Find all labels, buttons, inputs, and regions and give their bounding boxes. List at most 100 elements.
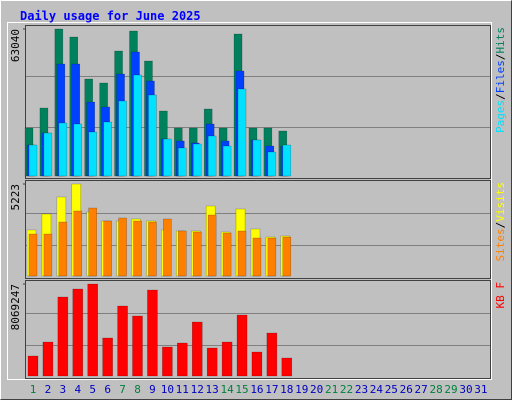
legend-entry: Sites <box>494 228 507 261</box>
bar <box>148 94 157 177</box>
x-tick-label: 4 <box>74 383 81 396</box>
bar <box>28 144 38 177</box>
bar <box>162 346 173 377</box>
legend: KB F <box>494 282 507 309</box>
bar <box>191 321 203 377</box>
legend-entry: Pages <box>494 100 507 133</box>
inner-frame <box>7 22 492 380</box>
bar <box>163 218 172 277</box>
bar <box>73 210 83 277</box>
bar <box>27 355 39 377</box>
bar <box>207 214 217 277</box>
x-tick-label: 19 <box>295 383 308 396</box>
bar <box>251 351 263 377</box>
bar <box>222 232 232 277</box>
bar <box>282 144 292 177</box>
bar <box>43 132 53 177</box>
bar <box>281 357 293 377</box>
legend: Pages/Files/Hits <box>494 27 507 133</box>
x-tick-label: 13 <box>206 383 219 396</box>
x-tick-label: 17 <box>265 383 278 396</box>
x-tick-label: 7 <box>119 383 126 396</box>
bar <box>43 233 53 277</box>
x-tick-label: 31 <box>474 383 487 396</box>
x-tick-label: 2 <box>45 383 52 396</box>
bar <box>73 123 83 177</box>
bar <box>207 135 217 177</box>
x-tick-label: 1 <box>30 383 37 396</box>
legend-entry: Files <box>494 60 507 93</box>
x-tick-label: 16 <box>250 383 263 396</box>
bar <box>237 88 247 177</box>
x-tick-label: 28 <box>429 383 442 396</box>
x-tick-label: 14 <box>220 383 234 396</box>
x-tick-label: 15 <box>235 383 248 396</box>
x-tick-label: 18 <box>280 383 293 396</box>
bar <box>103 220 112 277</box>
bar <box>42 341 54 377</box>
bar <box>178 230 187 277</box>
x-tick-label: 10 <box>161 383 174 396</box>
legend-entry: Visits <box>494 182 507 222</box>
bar <box>252 237 262 277</box>
x-tick-label: 11 <box>176 383 189 396</box>
bar <box>133 220 142 277</box>
bar <box>88 207 97 277</box>
bar <box>58 122 68 177</box>
x-tick-label: 27 <box>415 383 428 396</box>
bar <box>236 314 248 377</box>
x-tick-label: 20 <box>310 383 323 396</box>
bar <box>102 337 113 377</box>
bar <box>87 283 98 377</box>
plot: 1 2 3 4 5 6 7 8 9 10 11 12 13 14 15 16 17 18 19 20 21 22 23 24 2… <box>9 25 507 396</box>
x-tick-label: 12 <box>191 383 204 396</box>
bar <box>192 231 202 277</box>
y-tick-label: 8069247 <box>9 284 22 330</box>
bar <box>72 288 84 377</box>
y-tick-label: 63040 <box>9 29 22 62</box>
x-tick-label: 29 <box>444 383 457 396</box>
bar <box>88 131 97 177</box>
x-tick-label: 22 <box>340 383 353 396</box>
title: Daily usage for June 2025 <box>20 9 201 23</box>
bar <box>206 347 218 377</box>
legend-separator: / <box>494 54 507 61</box>
bar <box>282 236 292 277</box>
bar <box>237 230 247 277</box>
bar <box>267 151 277 177</box>
bar <box>118 100 127 177</box>
legend: Sites/Visits <box>494 182 507 262</box>
bar <box>163 138 172 177</box>
bar <box>133 74 142 177</box>
bar <box>58 221 68 277</box>
bar <box>266 332 278 377</box>
x-tick-label: 24 <box>370 383 384 396</box>
x-tick-label: 6 <box>104 383 111 396</box>
bar <box>221 341 233 377</box>
bar <box>192 143 202 177</box>
bar <box>252 139 262 177</box>
bar <box>103 121 112 177</box>
legend-entry: Hits <box>494 27 507 54</box>
legend-separator: / <box>494 222 507 229</box>
bar <box>148 221 157 277</box>
x-tick-label: 8 <box>134 383 141 396</box>
x-tick-label: 21 <box>325 383 338 396</box>
x-tick-label: 26 <box>400 383 413 396</box>
x-tick-label: 23 <box>355 383 368 396</box>
bar <box>267 237 277 277</box>
bar <box>147 289 158 377</box>
y-tick-label: 5223 <box>9 184 22 211</box>
x-tick-label: 25 <box>385 383 398 396</box>
bar <box>118 217 127 277</box>
x-tick-label: 9 <box>149 383 156 396</box>
x-tick-label: 30 <box>459 383 472 396</box>
bar <box>117 305 128 377</box>
bar <box>28 233 38 277</box>
bar <box>222 145 232 177</box>
x-tick-label: 3 <box>60 383 67 396</box>
bar <box>57 296 69 377</box>
legend-entry: KB F <box>494 282 507 309</box>
